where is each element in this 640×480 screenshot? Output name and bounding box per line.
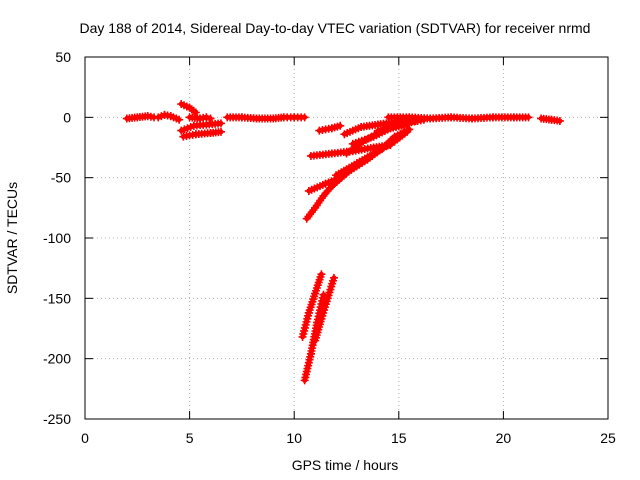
- y-axis-title: SDTVAR / TECUs: [4, 182, 20, 294]
- x-tick-label: 0: [81, 430, 89, 446]
- data-track: [302, 125, 414, 223]
- y-tick-label: -100: [43, 230, 71, 246]
- y-tick-label: -200: [43, 351, 71, 367]
- data-point: [216, 127, 225, 136]
- data-track: [177, 119, 225, 135]
- data-track: [298, 270, 326, 341]
- data-track: [315, 121, 345, 135]
- data-marks: [122, 100, 564, 385]
- data-point: [216, 119, 225, 128]
- data-track: [223, 113, 309, 123]
- data-track: [185, 113, 215, 123]
- x-tick-label: 10: [286, 430, 302, 446]
- data-track: [332, 127, 412, 180]
- data-point: [175, 115, 184, 124]
- data-point: [300, 113, 309, 122]
- data-point: [191, 108, 200, 117]
- data-track: [537, 114, 564, 125]
- data-track: [311, 273, 338, 345]
- axis-ticks: [84, 56, 609, 420]
- x-axis-title: GPS time / hours: [292, 457, 399, 473]
- y-tick-label: -250: [43, 411, 71, 427]
- chart-title: Day 188 of 2014, Sidereal Day-to-day VTE…: [80, 20, 591, 36]
- data-track: [384, 113, 533, 123]
- data-point: [202, 113, 211, 122]
- y-tick-label: 50: [55, 49, 71, 65]
- y-tick-label: -150: [43, 290, 71, 306]
- data-track: [154, 110, 184, 124]
- grid-lines: [85, 57, 608, 419]
- y-tick-label: 0: [63, 109, 71, 125]
- data-point: [329, 273, 338, 282]
- x-tick-label: 25: [600, 430, 616, 446]
- x-tick-label: 20: [496, 430, 512, 446]
- data-track: [122, 112, 159, 123]
- data-track: [340, 116, 420, 139]
- data-point: [524, 113, 533, 122]
- data-track: [177, 100, 200, 117]
- y-tick-label: -50: [51, 170, 71, 186]
- data-point: [336, 121, 345, 130]
- data-point: [317, 270, 326, 279]
- data-point: [403, 127, 412, 136]
- y-tick-labels: 50 0 -50 -100 -150 -200 -250: [43, 49, 71, 427]
- data-track: [179, 127, 225, 141]
- x-tick-label: 15: [391, 430, 407, 446]
- data-point: [555, 116, 564, 125]
- x-tick-labels: 0 5 10 15 20 25: [81, 430, 616, 446]
- data-point: [206, 114, 215, 123]
- x-tick-label: 5: [186, 430, 194, 446]
